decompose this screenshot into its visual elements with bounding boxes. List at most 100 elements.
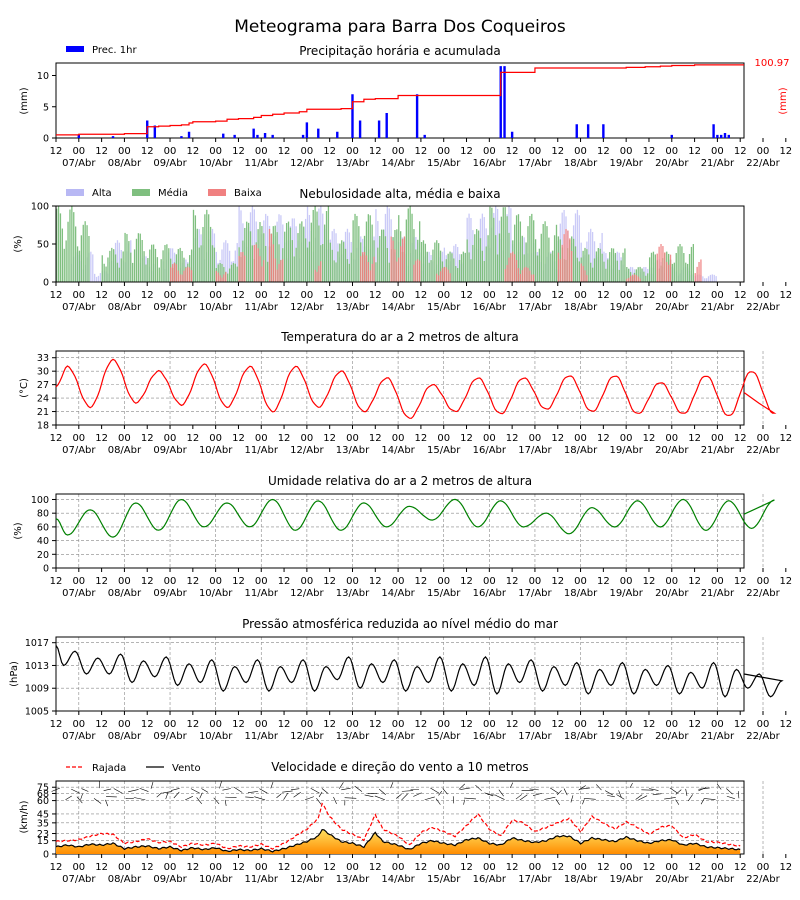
x-tick-label: 12	[688, 862, 701, 873]
mid-cloud-bar	[202, 226, 204, 282]
low-cloud-bar	[261, 266, 263, 282]
wind-direction-arrow	[458, 783, 466, 790]
low-cloud-bar	[449, 273, 451, 282]
x-tick-label: 12	[643, 719, 656, 730]
wind-direction-arrow	[185, 796, 193, 801]
wind-direction-arrow	[635, 794, 643, 800]
mid-cloud-bar	[228, 268, 231, 282]
x-date-label: 14/Abr	[381, 588, 415, 599]
mid-cloud-bar	[552, 250, 554, 282]
mid-cloud-bar	[671, 263, 674, 282]
mid-cloud-bar	[550, 253, 552, 282]
wind-direction-arrow	[150, 782, 154, 789]
x-tick-label: 00	[72, 576, 85, 587]
mid-cloud-bar	[434, 242, 436, 282]
wind-speed-fill	[56, 829, 741, 854]
wind-direction-arrow	[629, 782, 633, 789]
x-date-label: 16/Abr	[473, 588, 507, 599]
precip-bar	[719, 134, 723, 138]
x-tick-label: 00	[301, 719, 314, 730]
x-tick-label: 00	[757, 719, 770, 730]
low-cloud-bar	[320, 261, 322, 282]
high-cloud-bar	[94, 273, 96, 282]
x-tick-label: 12	[141, 290, 154, 301]
mid-cloud-bar	[643, 271, 645, 282]
x-tick-label: 00	[392, 146, 405, 157]
mid-cloud-bar	[384, 236, 387, 282]
x-tick-label: 12	[232, 146, 245, 157]
mid-cloud-bar	[63, 248, 65, 282]
x-date-label: 19/Abr	[609, 158, 643, 169]
mid-cloud-bar	[614, 252, 617, 282]
x-date-label: 07/Abr	[62, 731, 96, 742]
pressure-panel: Pressão atmosférica reduzida ao nível mé…	[9, 617, 792, 742]
x-tick-label: 12	[278, 146, 291, 157]
x-tick-label: 00	[392, 719, 405, 730]
x-tick-label: 12	[643, 433, 656, 444]
mid-cloud-bar	[344, 248, 347, 282]
high-cloud-bar	[116, 240, 119, 282]
wind-direction-arrow	[318, 791, 323, 798]
low-cloud-bar	[360, 256, 362, 282]
mid-cloud-bar	[377, 247, 379, 282]
x-tick-label: 12	[141, 862, 154, 873]
x-date-label: 13/Abr	[336, 302, 370, 313]
plot-frame	[55, 62, 745, 139]
high-cloud-bar	[455, 244, 457, 282]
mid-cloud-bar	[113, 249, 115, 282]
x-tick-label: 00	[301, 862, 314, 873]
wind-direction-arrow	[291, 788, 300, 791]
mid-cloud-bar	[618, 269, 620, 282]
x-tick-label: 12	[551, 719, 564, 730]
mid-cloud-bar	[105, 266, 107, 282]
low-cloud-bar	[272, 244, 274, 282]
wind-direction-arrow	[616, 794, 625, 800]
x-tick-label: 00	[620, 862, 633, 873]
x-date-label: 18/Abr	[564, 588, 598, 599]
x-date-label: 08/Abr	[108, 302, 142, 313]
x-date-label: 12/Abr	[290, 445, 324, 456]
x-date-label: 11/Abr	[245, 302, 279, 313]
mid-cloud-bar	[398, 215, 400, 282]
mid-cloud-bar	[451, 253, 453, 282]
x-date-label: 15/Abr	[427, 731, 461, 742]
x-tick-label: 12	[95, 862, 108, 873]
x-date-label: 15/Abr	[427, 445, 461, 456]
mid-cloud-bar	[612, 248, 615, 282]
high-cloud-bar	[496, 208, 499, 282]
x-date-label: 22/Abr	[746, 588, 780, 599]
wind-direction-arrow	[464, 797, 477, 800]
high-cloud-bar	[707, 276, 710, 282]
precip-bar	[180, 136, 183, 138]
x-tick-label: 12	[50, 290, 63, 301]
mid-cloud-bar	[681, 246, 683, 282]
mid-cloud-bar	[322, 244, 324, 282]
x-tick-label: 12	[415, 433, 428, 444]
wind-direction-arrow	[173, 791, 180, 799]
x-tick-label: 12	[460, 433, 473, 444]
x-tick-label: 00	[574, 862, 587, 873]
x-tick-label: 00	[529, 719, 542, 730]
high-cloud-bar	[591, 232, 594, 282]
x-date-label: 20/Abr	[655, 302, 689, 313]
x-tick-label: 00	[118, 433, 131, 444]
x-tick-label: 12	[734, 146, 747, 157]
high-cloud-bar	[293, 218, 295, 282]
x-tick-label: 00	[346, 576, 359, 587]
precip-bar	[499, 66, 502, 138]
precip-bar	[256, 134, 259, 138]
x-tick-label: 12	[415, 719, 428, 730]
high-cloud-bar	[236, 243, 238, 282]
low-cloud-bar	[401, 238, 404, 282]
x-tick-label: 00	[711, 576, 724, 587]
low-cloud-bar	[700, 259, 702, 282]
mid-cloud-bar	[287, 221, 290, 282]
mid-cloud-bar	[111, 247, 113, 282]
y-tick-label: 50	[37, 240, 49, 251]
legend-swatch-alta	[66, 189, 84, 196]
high-cloud-bar	[223, 242, 225, 282]
mid-cloud-bar	[593, 258, 596, 282]
wind-direction-arrow	[128, 789, 139, 793]
x-tick-label: 00	[437, 146, 450, 157]
wind-direction-arrow	[247, 791, 259, 793]
